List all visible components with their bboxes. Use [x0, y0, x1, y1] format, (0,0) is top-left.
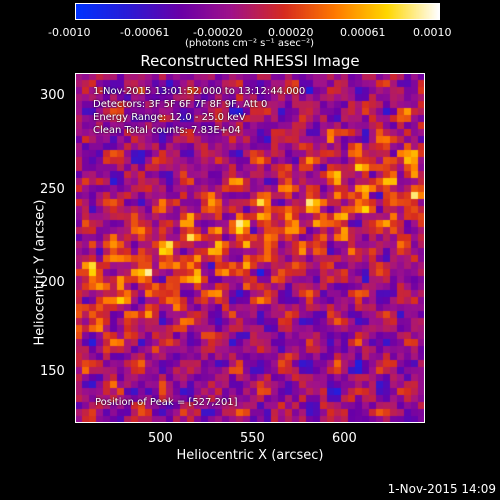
colorbar-tick: -0.00061 [120, 26, 170, 39]
rhessi-image [75, 73, 425, 423]
colorbar [75, 3, 440, 20]
colorbar-tick: 0.00061 [340, 26, 386, 39]
overlay-time-range: 1-Nov-2015 13:01:52.000 to 13:12:44.000 [93, 86, 306, 97]
overlay-energy-range: Energy Range: 12.0 - 25.0 keV [93, 112, 246, 123]
colorbar-tick: -0.0010 [48, 26, 91, 39]
x-tick: 500 [148, 431, 173, 446]
overlay-detectors: Detectors: 3F 5F 6F 7F 8F 9F, Att 0 [93, 99, 268, 110]
colorbar-tick: 0.00020 [268, 26, 314, 39]
y-tick: 300 [40, 88, 65, 103]
x-tick: 550 [240, 431, 265, 446]
y-tick: 200 [40, 275, 65, 290]
y-tick: 250 [40, 182, 65, 197]
y-tick: 150 [40, 364, 65, 379]
colorbar-tick: 0.0010 [413, 26, 452, 39]
colorbar-unit-label: (photons cm⁻² s⁻¹ asec⁻²) [185, 38, 315, 49]
x-tick: 600 [332, 431, 357, 446]
colorbar-tick: -0.00020 [193, 26, 243, 39]
plot-title: Reconstructed RHESSI Image [140, 52, 360, 70]
overlay-clean-counts: Clean Total counts: 7.83E+04 [93, 125, 241, 136]
y-axis-label: Heliocentric Y (arcsec) [32, 199, 48, 346]
footer-timestamp: 1-Nov-2015 14:09 [387, 482, 496, 496]
x-axis-label: Heliocentric X (arcsec) [176, 448, 324, 463]
overlay-peak-position: Position of Peak = [527,201] [95, 397, 238, 408]
